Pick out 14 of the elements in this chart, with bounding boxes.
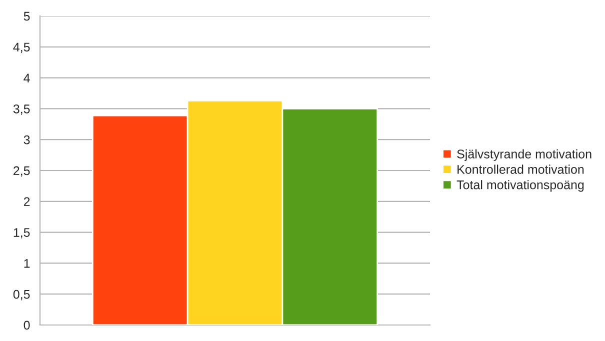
y-tick-label: 1: [24, 259, 30, 268]
legend-label: Kontrollerad motivation: [458, 164, 584, 174]
y-tick-label: 3,5: [13, 104, 30, 115]
y-tick-label: 0,5: [13, 290, 30, 300]
legend-label: Självstyrande motivation: [457, 149, 592, 161]
y-tick-label: 2,5: [14, 166, 30, 177]
legend-label: Total motivationspoäng: [456, 180, 584, 192]
y-tick-label: 0: [24, 320, 30, 330]
y-tick-label: 1,5: [14, 228, 30, 238]
y-tick-label: 4: [24, 74, 30, 82]
y-tick-label: 5: [24, 12, 30, 21]
y-tick-label: 4,5: [13, 42, 30, 54]
y-tick-label: 2: [24, 197, 30, 206]
y-tick-label: 3: [24, 135, 30, 144]
